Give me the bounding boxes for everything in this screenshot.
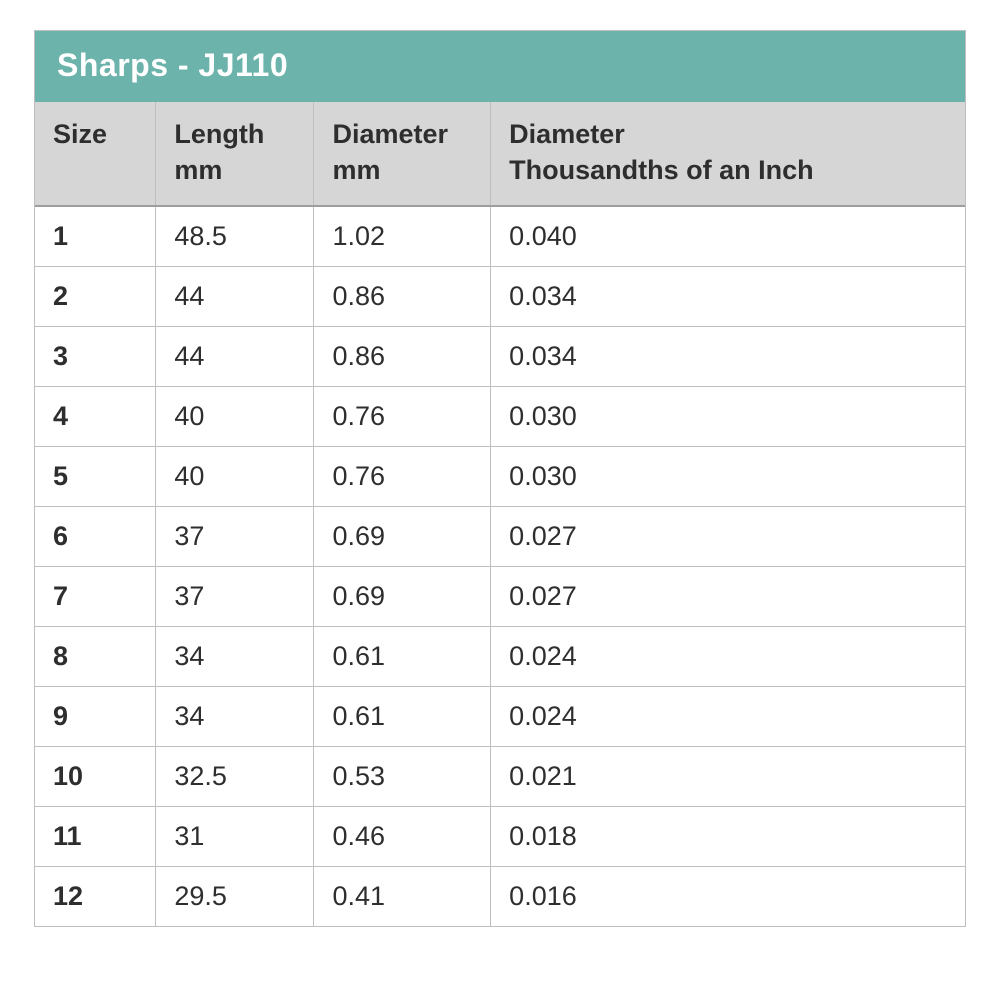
size-cell: 1 xyxy=(35,206,156,267)
col-sublabel: mm xyxy=(332,152,472,188)
size-cell: 6 xyxy=(35,506,156,566)
table-row: 2440.860.034 xyxy=(35,266,965,326)
data-cell: 0.027 xyxy=(491,566,965,626)
table-row: 4400.760.030 xyxy=(35,386,965,446)
size-cell: 2 xyxy=(35,266,156,326)
data-cell: 0.040 xyxy=(491,206,965,267)
table-row: 148.51.020.040 xyxy=(35,206,965,267)
data-cell: 34 xyxy=(156,626,314,686)
data-cell: 44 xyxy=(156,266,314,326)
col-label: Length xyxy=(174,119,264,149)
data-cell: 0.021 xyxy=(491,746,965,806)
data-cell: 34 xyxy=(156,686,314,746)
data-cell: 0.024 xyxy=(491,626,965,686)
data-cell: 0.69 xyxy=(314,506,491,566)
table-row: 1032.50.530.021 xyxy=(35,746,965,806)
table-row: 6370.690.027 xyxy=(35,506,965,566)
size-cell: 5 xyxy=(35,446,156,506)
data-cell: 0.69 xyxy=(314,566,491,626)
size-cell: 12 xyxy=(35,866,156,926)
data-cell: 37 xyxy=(156,566,314,626)
col-label: Size xyxy=(53,119,107,149)
table-row: 1229.50.410.016 xyxy=(35,866,965,926)
data-table: Size Length mm Diameter mm Diameter Thou… xyxy=(35,102,965,927)
data-cell: 0.41 xyxy=(314,866,491,926)
table-row: 9340.610.024 xyxy=(35,686,965,746)
data-cell: 48.5 xyxy=(156,206,314,267)
data-cell: 40 xyxy=(156,386,314,446)
data-cell: 0.027 xyxy=(491,506,965,566)
needle-size-table: Sharps - JJ110 Size Length mm Diameter m… xyxy=(34,30,966,927)
table-row: 7370.690.027 xyxy=(35,566,965,626)
table-row: 3440.860.034 xyxy=(35,326,965,386)
data-cell: 0.018 xyxy=(491,806,965,866)
size-cell: 11 xyxy=(35,806,156,866)
size-cell: 4 xyxy=(35,386,156,446)
data-cell: 37 xyxy=(156,506,314,566)
data-cell: 29.5 xyxy=(156,866,314,926)
table-row: 11310.460.018 xyxy=(35,806,965,866)
data-cell: 0.86 xyxy=(314,266,491,326)
table-row: 8340.610.024 xyxy=(35,626,965,686)
col-label: Diameter xyxy=(332,119,448,149)
data-cell: 32.5 xyxy=(156,746,314,806)
size-cell: 7 xyxy=(35,566,156,626)
col-diameter-inch: Diameter Thousandths of an Inch xyxy=(491,102,965,206)
data-cell: 0.024 xyxy=(491,686,965,746)
data-cell: 0.76 xyxy=(314,386,491,446)
data-cell: 0.61 xyxy=(314,626,491,686)
data-cell: 40 xyxy=(156,446,314,506)
data-cell: 0.53 xyxy=(314,746,491,806)
data-cell: 0.86 xyxy=(314,326,491,386)
table-row: 5400.760.030 xyxy=(35,446,965,506)
data-cell: 1.02 xyxy=(314,206,491,267)
col-label: Diameter xyxy=(509,119,625,149)
data-cell: 0.76 xyxy=(314,446,491,506)
col-size: Size xyxy=(35,102,156,206)
size-cell: 9 xyxy=(35,686,156,746)
data-cell: 0.61 xyxy=(314,686,491,746)
col-length: Length mm xyxy=(156,102,314,206)
col-sublabel: mm xyxy=(174,152,295,188)
data-cell: 0.030 xyxy=(491,386,965,446)
col-sublabel: Thousandths of an Inch xyxy=(509,152,947,188)
size-cell: 8 xyxy=(35,626,156,686)
data-cell: 0.034 xyxy=(491,266,965,326)
size-cell: 10 xyxy=(35,746,156,806)
data-cell: 0.034 xyxy=(491,326,965,386)
data-cell: 31 xyxy=(156,806,314,866)
data-cell: 0.016 xyxy=(491,866,965,926)
size-cell: 3 xyxy=(35,326,156,386)
table-title: Sharps - JJ110 xyxy=(35,31,965,102)
header-row: Size Length mm Diameter mm Diameter Thou… xyxy=(35,102,965,206)
col-diameter-mm: Diameter mm xyxy=(314,102,491,206)
data-cell: 0.46 xyxy=(314,806,491,866)
data-cell: 0.030 xyxy=(491,446,965,506)
data-cell: 44 xyxy=(156,326,314,386)
